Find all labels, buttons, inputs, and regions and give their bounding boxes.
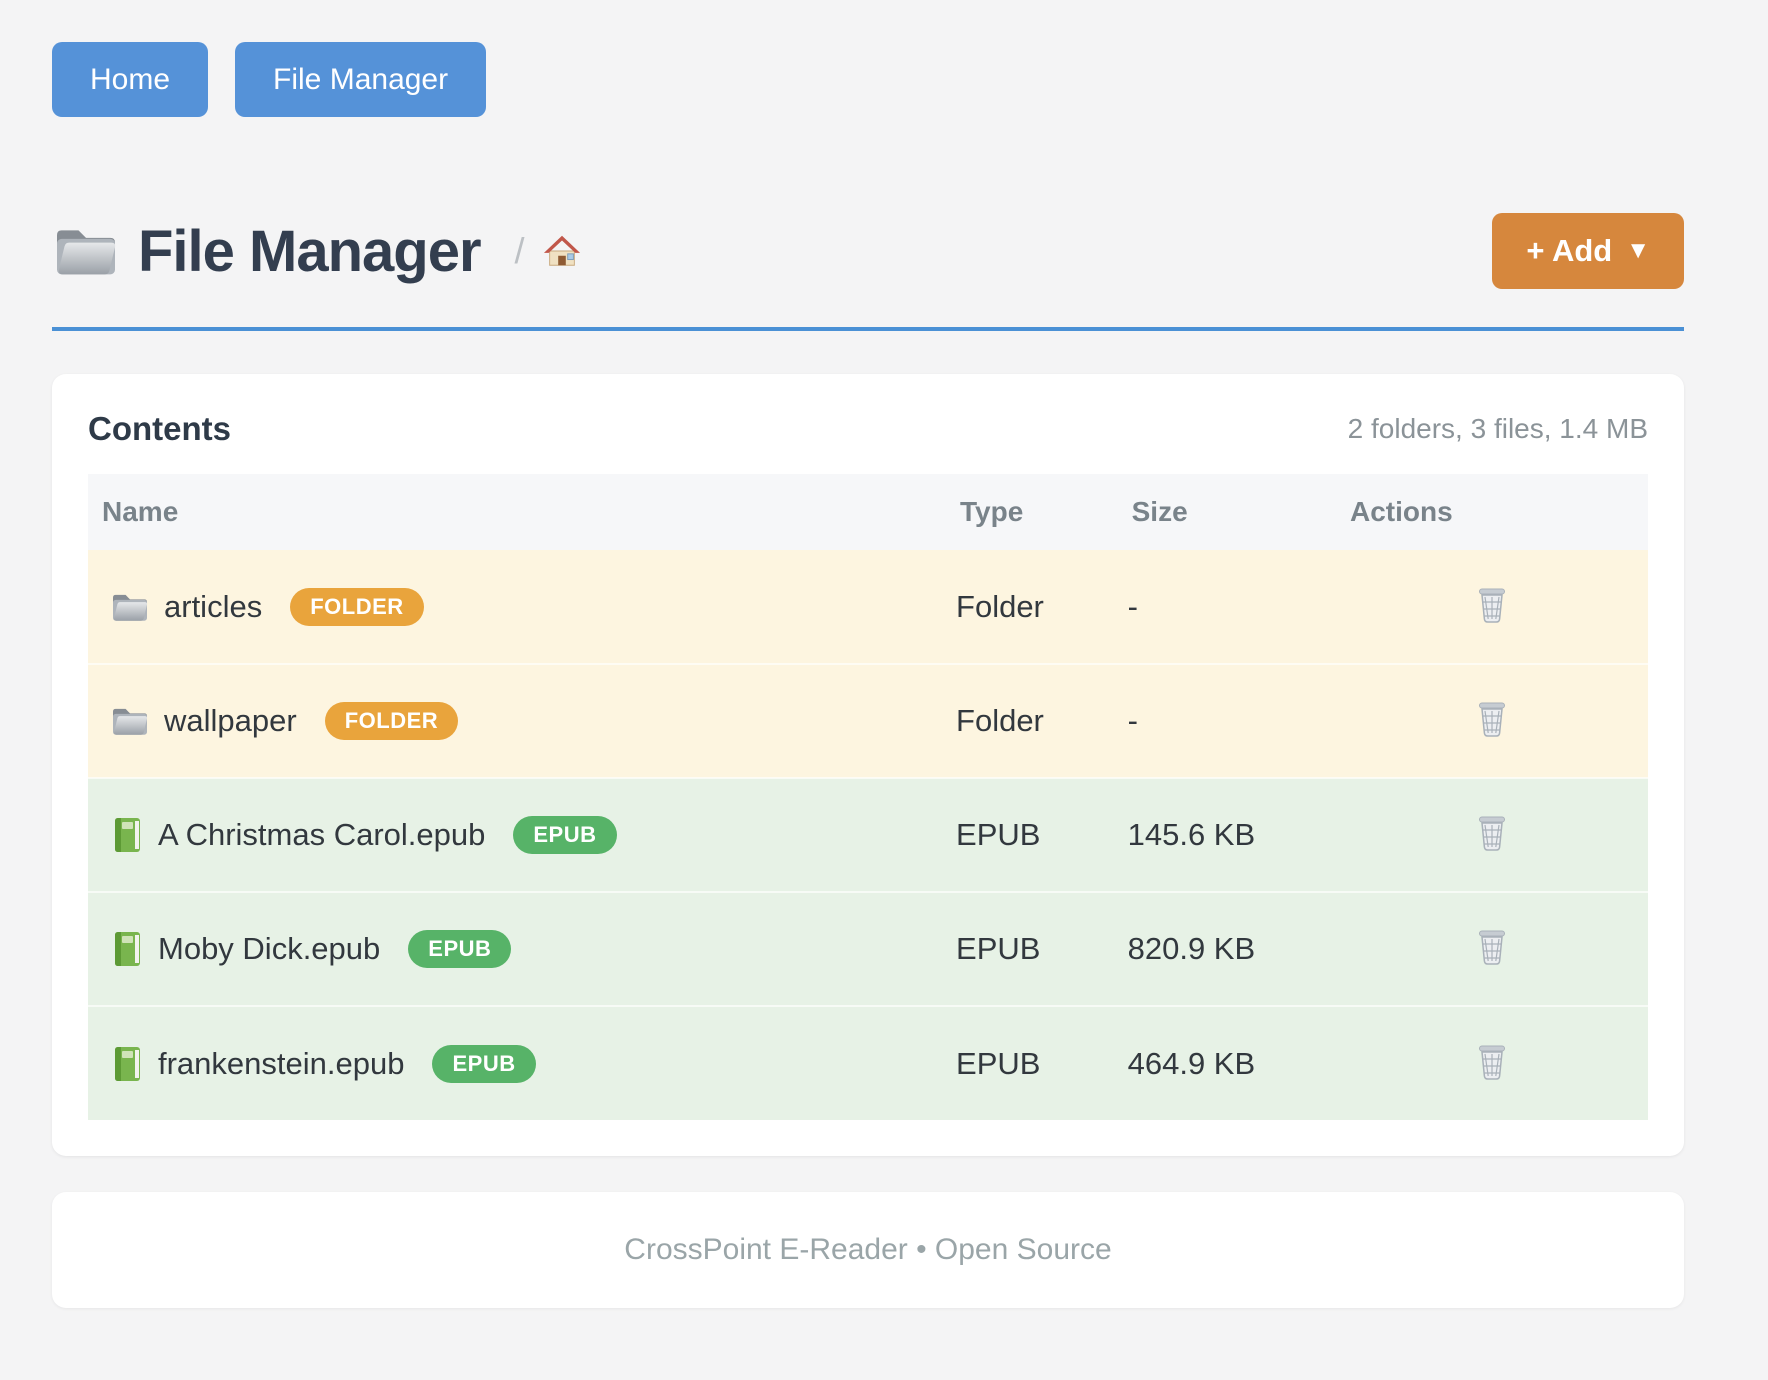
home-nav-button[interactable]: Home	[52, 42, 209, 117]
table-row[interactable]: wallpaper FOLDER Folder -	[88, 663, 1648, 778]
delete-button[interactable]	[1470, 809, 1514, 860]
table-header-row: Name Type Size Actions	[88, 474, 1648, 550]
page: Home File Manager File Manager / + Add ▼…	[52, 0, 1684, 1308]
type-badge: FOLDER	[290, 587, 424, 626]
footer: CrossPoint E-Reader • Open Source	[52, 1192, 1684, 1308]
type-cell: Folder	[946, 663, 1118, 778]
type-cell: Folder	[956, 588, 1044, 624]
footer-text: CrossPoint E-Reader • Open Source	[624, 1233, 1112, 1266]
file-name[interactable]: wallpaper	[164, 703, 297, 738]
delete-button[interactable]	[1470, 923, 1514, 974]
delete-button[interactable]	[1470, 581, 1514, 632]
type-badge: EPUB	[432, 1044, 536, 1083]
trash-icon	[1478, 1044, 1506, 1080]
breadcrumb-separator: /	[514, 230, 525, 271]
size-cell: 820.9 KB	[1117, 891, 1336, 1006]
top-nav: Home File Manager	[52, 42, 1684, 117]
file-table: Name Type Size Actions articles FOLDER F…	[88, 474, 1648, 1120]
size-cell: 145.6 KB	[1117, 777, 1336, 892]
table-row[interactable]: frankenstein.epub EPUB EPUB 464.9 KB	[88, 1005, 1648, 1120]
table-row[interactable]: articles FOLDER Folder -	[88, 550, 1648, 664]
trash-icon	[1478, 930, 1506, 965]
contents-heading: Contents	[88, 410, 231, 447]
file-name[interactable]: Moby Dick.epub	[158, 931, 381, 966]
page-title: File Manager	[138, 218, 482, 284]
table-row[interactable]: Moby Dick.epub EPUB EPUB 820.9 KB	[88, 891, 1648, 1006]
trash-icon	[1478, 816, 1506, 851]
add-button-label: + Add	[1526, 233, 1613, 268]
type-badge: EPUB	[408, 930, 512, 968]
type-cell: EPUB	[946, 891, 1118, 1006]
type-badge: EPUB	[513, 816, 617, 854]
file-name[interactable]: A Christmas Carol.epub	[158, 817, 486, 852]
house-icon[interactable]	[543, 233, 581, 269]
file-name[interactable]: frankenstein.epub	[158, 1045, 405, 1081]
column-header-size: Size	[1117, 474, 1336, 550]
page-header: File Manager / + Add ▼	[52, 213, 1684, 289]
size-cell: 464.9 KB	[1117, 1005, 1336, 1120]
header-divider	[52, 327, 1684, 331]
file-name[interactable]: articles	[164, 588, 263, 624]
size-cell: -	[1127, 588, 1138, 624]
trash-icon	[1478, 702, 1506, 737]
book-icon	[115, 1046, 140, 1081]
trash-icon	[1478, 587, 1506, 623]
add-button[interactable]: + Add ▼	[1492, 213, 1684, 289]
size-cell: -	[1117, 663, 1336, 778]
table-row[interactable]: A Christmas Carol.epub EPUB EPUB 145.6 K…	[88, 777, 1648, 892]
folder-icon	[113, 708, 148, 735]
contents-summary: 2 folders, 3 files, 1.4 MB	[1347, 413, 1648, 444]
column-header-name: Name	[88, 474, 947, 550]
delete-button[interactable]	[1470, 1038, 1514, 1089]
folder-icon	[57, 230, 116, 275]
column-header-actions: Actions	[1336, 474, 1648, 550]
book-icon	[115, 932, 140, 966]
book-icon	[115, 818, 140, 852]
type-cell: EPUB	[946, 777, 1118, 892]
column-header-type: Type	[946, 474, 1118, 550]
delete-button[interactable]	[1470, 695, 1514, 746]
caret-down-icon: ▼	[1626, 237, 1650, 264]
file-table-body: articles FOLDER Folder - wallpaper FOLDE…	[88, 550, 1648, 1120]
contents-card: Contents 2 folders, 3 files, 1.4 MB Name…	[52, 374, 1684, 1156]
folder-icon	[113, 594, 148, 621]
type-badge: FOLDER	[324, 702, 459, 740]
file-manager-nav-button[interactable]: File Manager	[235, 42, 487, 117]
type-cell: EPUB	[946, 1005, 1118, 1120]
